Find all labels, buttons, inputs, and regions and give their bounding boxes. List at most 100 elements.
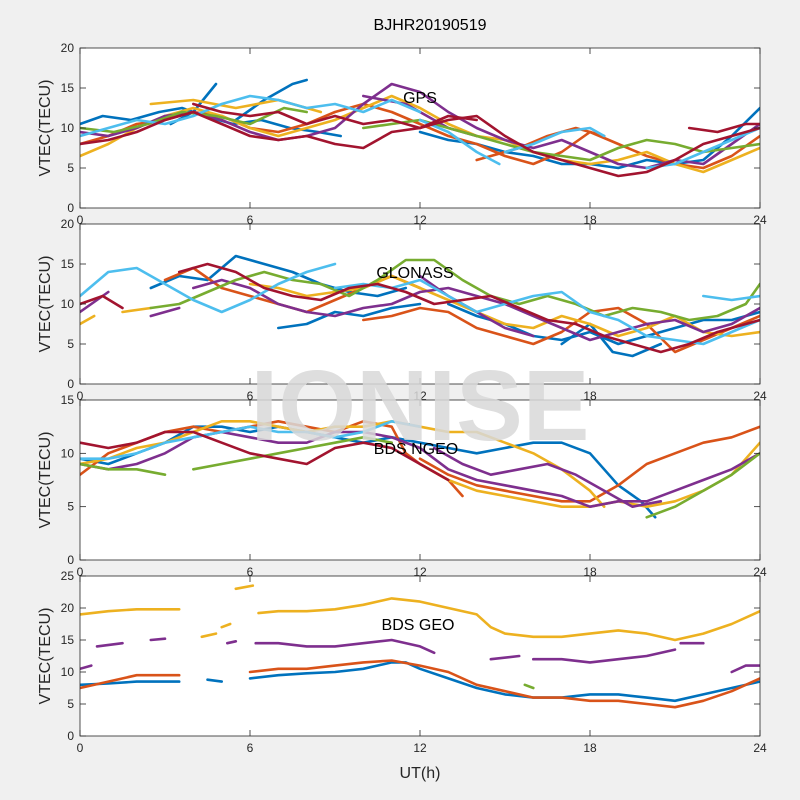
series-group [80,78,760,178]
x-tick-label: 12 [413,213,427,227]
x-tick-label: 6 [247,389,254,403]
series-group [80,420,760,519]
series-group [80,584,760,709]
y-tick-label: 10 [61,665,75,679]
panel-0: 0 6 12 18 24 0 5 10 15 20 VTEC(TECU) GPS [37,41,767,227]
y-tick-label: 15 [61,81,75,95]
x-tick-label: 0 [77,213,84,227]
x-tick-label: 24 [753,741,767,755]
watermark: IONISE [251,350,590,462]
series-line-14 [80,262,337,314]
x-tick-label: 18 [583,741,597,755]
y-axis-label: VTEC(TECU) [37,256,54,353]
y-axis-label: VTEC(TECU) [37,432,54,529]
series-line-1 [277,302,422,330]
y-tick-label: 5 [67,697,74,711]
series-line-6 [80,94,760,174]
y-axis-label: VTEC(TECU) [37,608,54,705]
series-line-6 [95,641,124,648]
y-tick-label: 0 [67,377,74,391]
series-line-13 [149,258,760,322]
y-axis-label: VTEC(TECU) [37,80,54,177]
series-line-4 [257,597,760,642]
series-line-11 [532,648,677,664]
y-tick-label: 25 [61,569,75,583]
x-tick-label: 6 [247,741,254,755]
x-tick-label: 24 [753,565,767,579]
panel-label: BDS GEO [382,617,455,634]
y-tick-label: 20 [61,41,75,55]
series-line-9 [80,462,167,476]
x-axis-label: UT(h) [400,765,441,782]
series-line-9 [254,638,436,655]
x-tick-label: 24 [753,213,767,227]
panel-1: 0 6 12 18 24 0 5 10 15 20 VTEC(TECU) GLONASS [37,217,767,403]
series-line-7 [121,306,153,314]
series-line-2 [234,78,308,122]
x-tick-label: 24 [753,389,767,403]
series-line-2 [418,425,760,503]
x-tick-label: 18 [583,565,597,579]
series-line-18 [248,659,760,709]
x-tick-label: 12 [413,741,427,755]
y-tick-label: 20 [61,217,75,231]
series-line-6 [432,446,663,508]
x-tick-label: 12 [413,389,427,403]
series-line-18 [177,262,760,354]
series-line-10 [489,654,521,661]
x-tick-label: 18 [583,213,597,227]
series-line-17 [192,102,478,130]
series-line-7 [192,436,393,471]
x-tick-label: 6 [247,213,254,227]
series-line-19 [523,683,535,690]
panel-3: 0 6 12 18 24 0 5 10 15 20 25 VTEC(TECU) UT(h) BDS GEO [37,569,767,782]
panel-label: BDS NGEO [374,441,458,458]
series-line-17 [80,294,124,310]
series-line-18 [687,122,760,134]
series-line-0 [149,254,408,298]
series-line-15 [333,278,760,346]
x-tick-label: 0 [77,389,84,403]
x-tick-label: 6 [247,565,254,579]
series-line-3 [560,322,663,358]
plot-area [80,576,760,736]
series-line-11 [192,278,760,342]
series-line-10 [149,306,181,318]
x-tick-label: 0 [77,741,84,755]
series-line-2 [220,622,232,629]
panels: 0 6 12 18 24 0 5 10 15 20 VTEC(TECU) GPS 0 6 12 18 24 0 5 1… [37,41,767,782]
series-line-15 [206,678,223,683]
y-tick-label: 5 [67,500,74,514]
x-tick-label: 12 [413,565,427,579]
series-line-11 [80,430,450,482]
series-line-10 [80,420,422,460]
y-tick-label: 0 [67,553,74,567]
series-line-6 [80,314,96,326]
y-tick-label: 0 [67,729,74,743]
series-line-3 [234,584,255,591]
y-tick-label: 10 [61,121,75,135]
series-line-17 [80,673,181,690]
panel-label: GLONASS [376,265,453,282]
y-tick-label: 20 [61,601,75,615]
y-tick-label: 15 [61,633,75,647]
series-line-5 [80,664,93,671]
series-line-7 [149,637,167,642]
y-tick-label: 15 [61,257,75,271]
y-tick-label: 10 [61,446,75,460]
series-line-13 [730,664,760,674]
panel-2: 0 6 12 18 24 0 5 10 15 VTEC(TECU) BDS NGEO [37,393,767,579]
series-line-5 [362,306,760,354]
y-tick-label: 5 [67,337,74,351]
series-line-1 [200,632,218,639]
series-line-13 [418,118,501,166]
series-line-16 [702,294,760,302]
series-line-16 [248,661,760,703]
figure-title: BJHR20190519 [374,17,487,34]
y-tick-label: 0 [67,201,74,215]
panel-label: GPS [403,90,437,107]
series-line-12 [80,94,422,138]
series-line-8 [645,452,760,519]
series-group [80,254,760,358]
